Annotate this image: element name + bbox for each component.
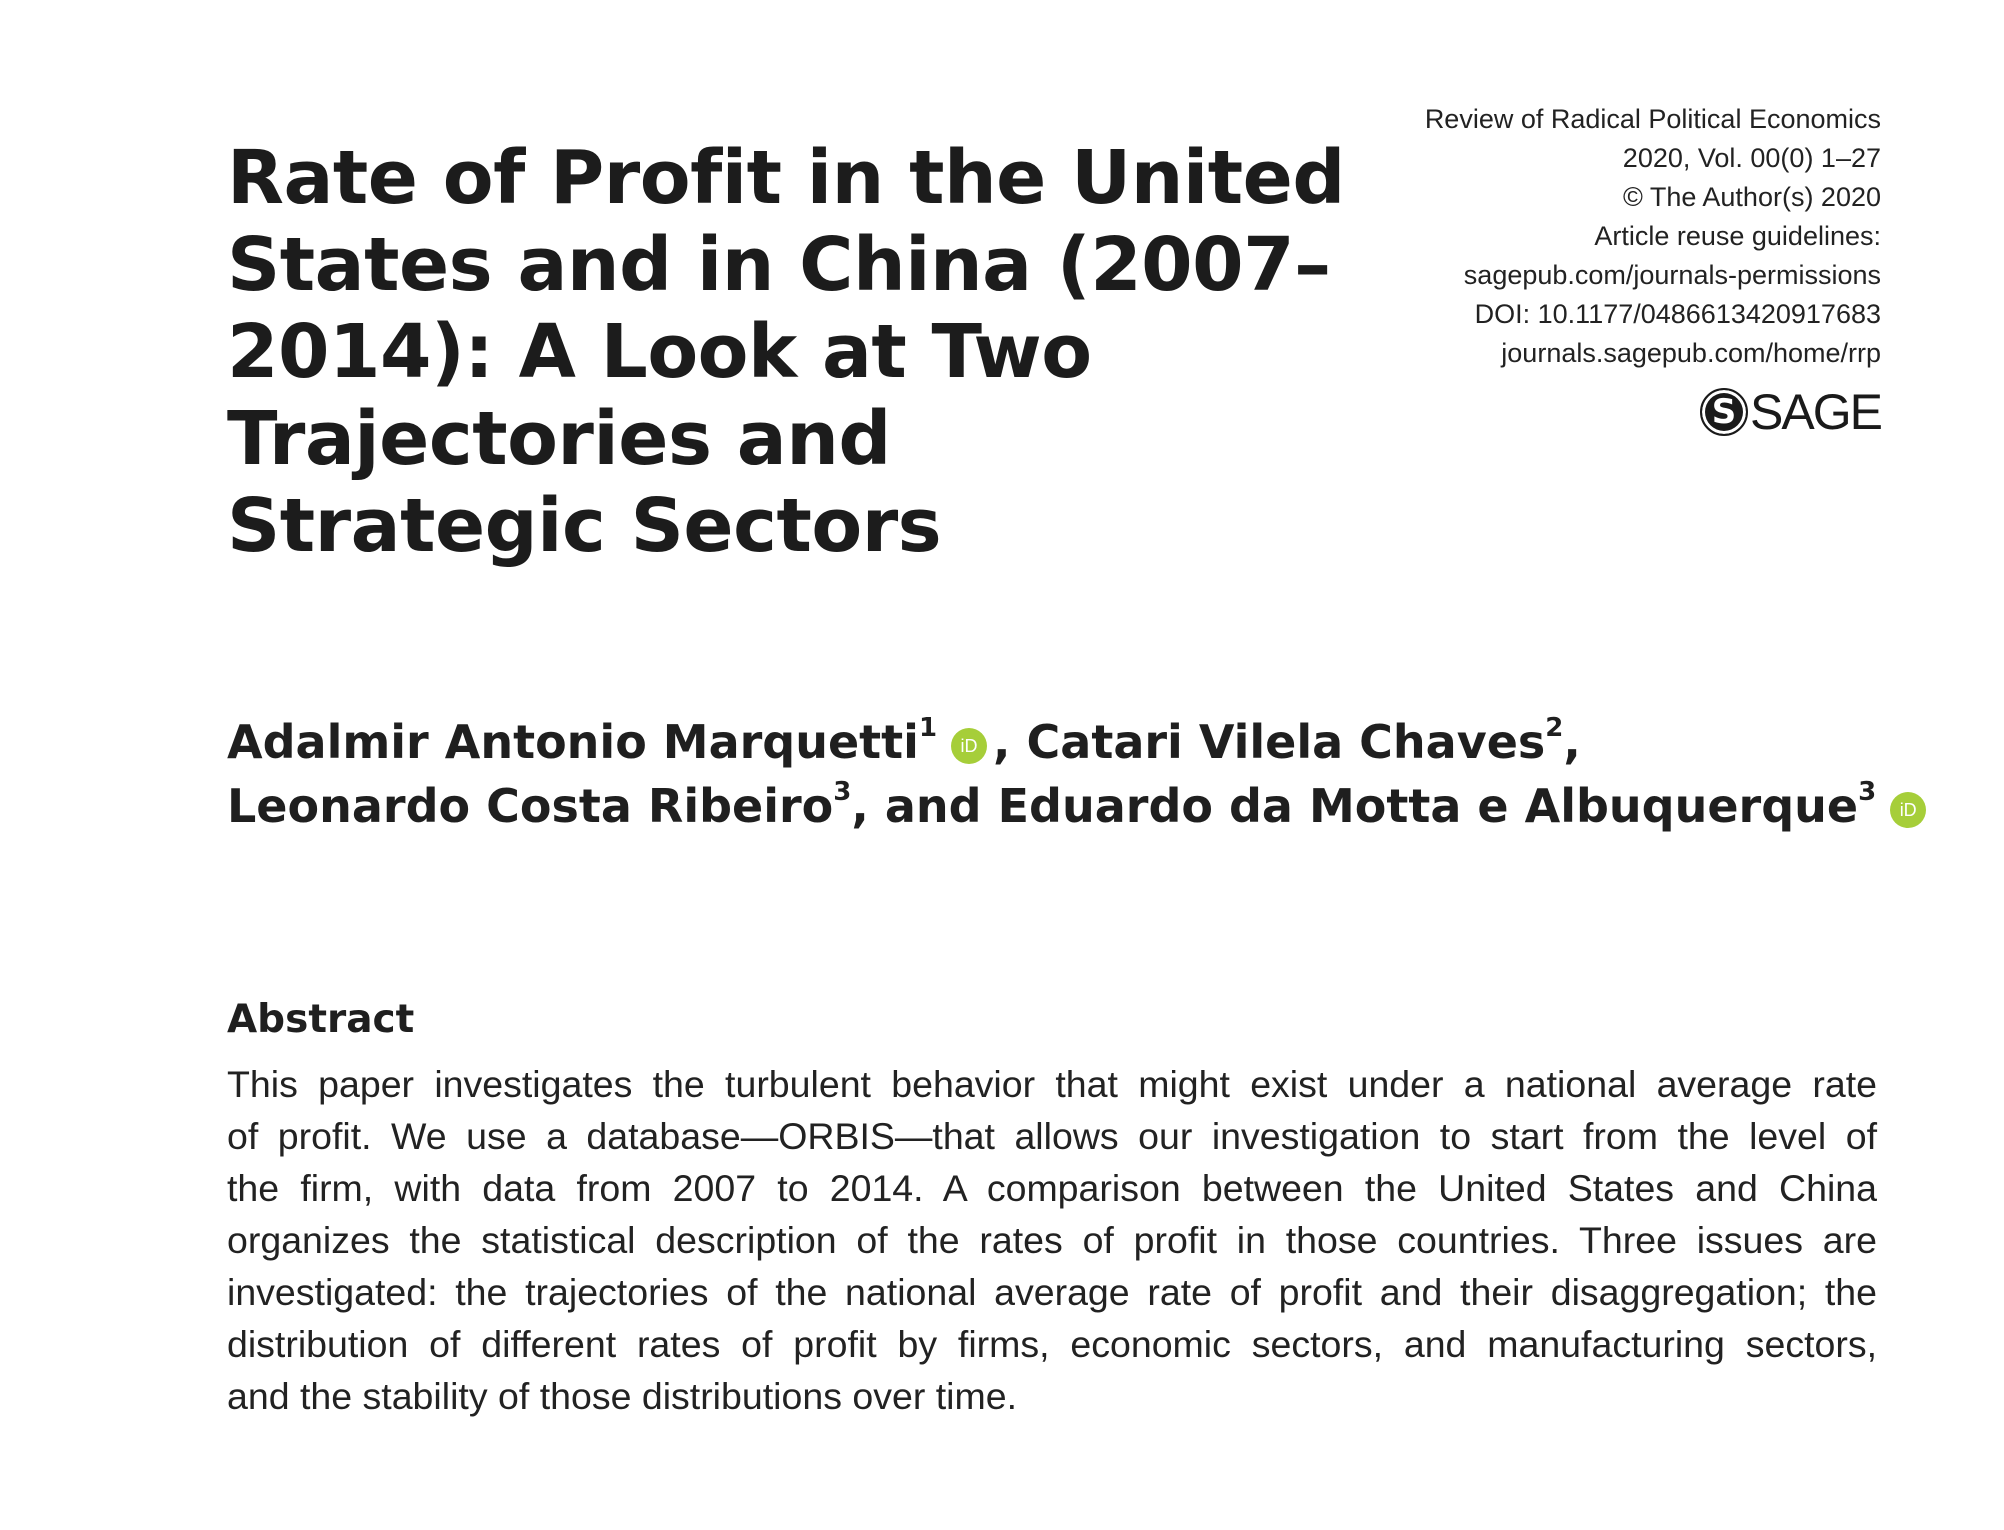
title-line: Rate of Profit in the United (227, 135, 1345, 221)
paper-title: Rate of Profit in the United States and … (227, 135, 1345, 570)
orcid-icon[interactable]: iD (951, 728, 988, 764)
author-name: Eduardo da Motta e Albuquerque (997, 779, 1859, 833)
author-line: Adalmir Antonio Marquetti1 iD, Catari Vil… (227, 710, 1927, 774)
affiliation-sup: 3 (1858, 777, 1877, 807)
journal-url[interactable]: journals.sagepub.com/home/rrp (1501, 338, 1881, 368)
journal-info: Review of Radical Political Economics 20… (1261, 100, 1881, 373)
author-separator: , (1563, 715, 1581, 769)
abstract-line: investigated: the trajectories of the na… (227, 1271, 1877, 1313)
author-list: Adalmir Antonio Marquetti1 iD, Catari Vil… (227, 710, 1927, 838)
abstract-line: distribution of different rates of profi… (227, 1323, 1877, 1365)
orcid-icon[interactable]: iD (1890, 792, 1927, 828)
author-marquetti: Adalmir Antonio Marquetti1 (227, 715, 937, 769)
author-albuquerque: Eduardo da Motta e Albuquerque3 (998, 779, 1877, 833)
reuse-label: Article reuse guidelines: (1594, 221, 1881, 251)
author-chaves: Catari Vilela Chaves2 (1027, 715, 1564, 769)
title-line: States and in China (2007– (227, 222, 1331, 308)
title-line: 2014): A Look at Two (227, 309, 1092, 395)
journal-name: Review of Radical Political Economics (1424, 104, 1881, 134)
abstract-line: of profit. We use a database—ORBIS—that … (227, 1115, 1877, 1157)
affiliation-sup: 2 (1545, 713, 1564, 743)
sage-wordmark: SAGE (1750, 384, 1883, 440)
title-line: Strategic Sectors (227, 483, 942, 569)
copyright-notice: © The Author(s) 2020 (1622, 182, 1881, 212)
abstract-line: organizes the statistical description of… (227, 1219, 1877, 1261)
abstract-line: This paper investigates the turbulent be… (227, 1063, 1877, 1105)
author-name: Adalmir Antonio Marquetti (227, 715, 919, 769)
abstract-line: the firm, with data from 2007 to 2014. A… (227, 1167, 1877, 1209)
abstract-body: This paper investigates the turbulent be… (227, 1058, 1877, 1422)
author-separator: , (993, 715, 1027, 769)
affiliation-sup: 3 (833, 777, 852, 807)
title-line: Trajectories and (227, 396, 891, 482)
author-name: Leonardo Costa Ribeiro (227, 779, 834, 833)
author-ribeiro: Leonardo Costa Ribeiro3 (227, 779, 851, 833)
sage-logo: S SAGE (1700, 382, 1883, 442)
reuse-link[interactable]: sagepub.com/journals-permissions (1463, 260, 1881, 290)
author-name: Catari Vilela Chaves (1026, 715, 1546, 769)
doi[interactable]: DOI: 10.1177/0486613420917683 (1474, 299, 1881, 329)
author-line: Leonardo Costa Ribeiro3, and Eduardo da … (227, 774, 1927, 838)
author-separator: , and (851, 779, 998, 833)
abstract-heading: Abstract (227, 997, 415, 1042)
journal-volume: 2020, Vol. 00(0) 1–27 (1622, 143, 1881, 173)
affiliation-sup: 1 (918, 713, 938, 743)
abstract-line: and the stability of those distributions… (227, 1375, 1017, 1417)
sage-s-icon: S (1700, 388, 1749, 436)
